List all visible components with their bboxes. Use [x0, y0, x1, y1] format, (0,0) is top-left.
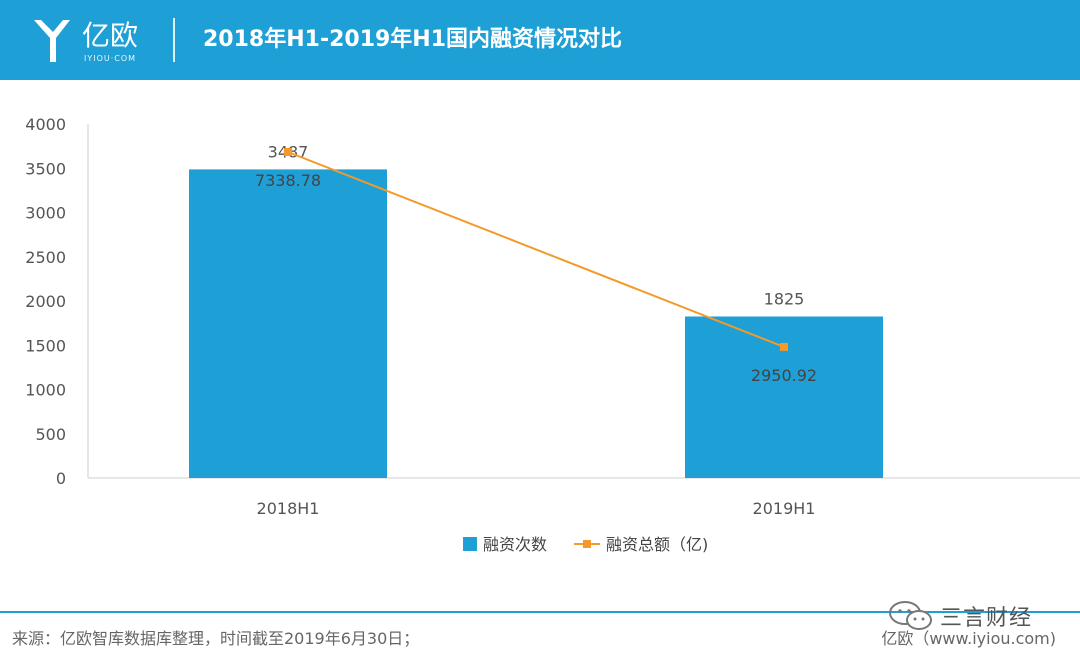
line-data-label: 7338.78	[255, 171, 321, 190]
legend-label-line: 融资总额（亿)	[606, 535, 708, 554]
y-tick-label: 0	[56, 469, 66, 488]
header-divider	[173, 18, 175, 62]
bar-data-label: 1825	[764, 289, 805, 308]
y-tick-label: 500	[35, 425, 66, 444]
y-tick-label: 1500	[25, 336, 66, 355]
chart: 0 500 1000 1500 2000 2500 3000 3500 4000 2018H1 20…	[25, 115, 1080, 554]
y-tick-label: 3500	[25, 159, 66, 178]
header-bar: 亿欧 IYIOU·COM 2018年H1-2019年H1国内融资情况对比	[0, 0, 1080, 80]
bar	[189, 169, 387, 478]
y-tick-label: 2500	[25, 248, 66, 267]
series-line	[287, 151, 785, 348]
line-point	[780, 342, 788, 351]
line-data-label: 2950.92	[751, 366, 817, 385]
credit-note: 亿欧（www.iyiou.com)	[881, 629, 1056, 648]
line-point	[284, 148, 292, 156]
y-tick-label: 2000	[25, 292, 66, 311]
wechat-icon	[889, 601, 932, 630]
source-note: 来源：亿欧智库数据库整理，时间截至2019年6月30日；	[12, 629, 420, 648]
y-tick-label: 4000	[25, 115, 66, 134]
legend-label-bar: 融资次数	[483, 535, 547, 554]
logo-text: 亿欧	[82, 19, 139, 52]
footer-divider	[0, 611, 1080, 613]
chart-title: 2018年H1-2019年H1国内融资情况对比	[203, 27, 623, 52]
watermark-text: 三言财经	[940, 606, 1033, 631]
bar	[685, 316, 883, 478]
logo-subtext: IYIOU·COM	[84, 54, 137, 63]
x-tick-label: 2019H1	[753, 499, 816, 518]
logo: 亿欧 IYIOU·COM	[30, 14, 150, 70]
watermark: 三言财经	[888, 598, 1068, 632]
legend-swatch-bar	[463, 537, 477, 551]
logo-icon	[34, 20, 70, 62]
y-tick-label: 1000	[25, 381, 66, 400]
legend-swatch-marker	[583, 540, 591, 548]
x-tick-label: 2018H1	[257, 499, 320, 518]
y-tick-label: 3000	[25, 204, 66, 223]
